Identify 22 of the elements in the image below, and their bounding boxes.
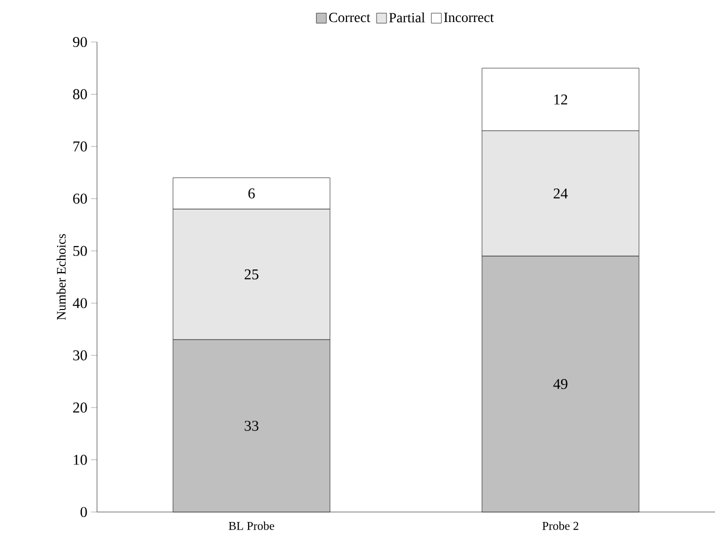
y-tick-label: 40 — [72, 298, 87, 308]
data-label: 12 — [554, 94, 568, 104]
y-tick-label: 10 — [74, 454, 87, 465]
y-tick-label: 80 — [73, 89, 87, 100]
y-tick-label: 50 — [73, 246, 87, 256]
data-label: 6 — [248, 188, 255, 198]
legend-label: Partial — [389, 12, 425, 22]
legend-label: Incorrect — [444, 12, 494, 22]
data-label: 33 — [244, 420, 258, 431]
y-tick-label: 70 — [74, 141, 87, 152]
y-tick-label: 90 — [73, 36, 87, 48]
data-label: 49 — [553, 379, 568, 390]
y-tick-label: 20 — [73, 402, 87, 413]
data-label: 24 — [554, 188, 568, 198]
x-tick-label: Probe 2 — [542, 522, 578, 530]
y-tick-label: 30 — [73, 350, 87, 360]
y-tick-label: 60 — [73, 194, 87, 204]
legend-label: Correct — [329, 12, 370, 22]
y-tick-label: 0 — [80, 506, 87, 518]
y-axis-title: Number Echoics — [56, 234, 66, 320]
x-tick-label: BL Probe — [228, 522, 274, 530]
data-label: 25 — [244, 269, 258, 280]
